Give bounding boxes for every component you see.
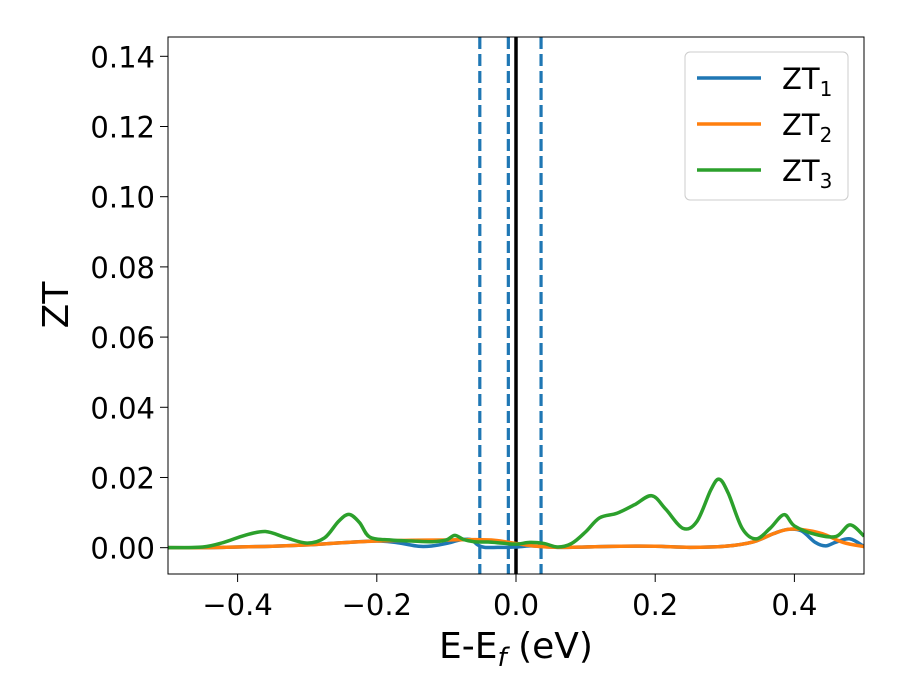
series-line-zt3 (168, 477, 864, 550)
x-axis-label-unit: (eV) (518, 626, 593, 667)
x-axis-label: E-Ef (eV) (439, 626, 593, 673)
y-tick-label: 0.08 (90, 251, 155, 285)
legend-label-zt3: ZT3 (782, 154, 832, 193)
x-axis: −0.4 −0.2 0.0 0.2 0.4 (202, 574, 817, 622)
reference-lines (478, 37, 543, 574)
y-tick-label: 0.06 (90, 321, 155, 355)
y-tick-label: 0.04 (90, 391, 155, 425)
x-tick-label: 0.4 (771, 588, 817, 622)
x-tick-label: −0.4 (202, 588, 272, 622)
legend: ZT1 ZT2 ZT3 (684, 51, 849, 201)
y-tick-label: 0.10 (90, 181, 155, 215)
x-axis-label-main: E-E (439, 626, 497, 667)
y-tick-label: 0.14 (90, 40, 155, 74)
y-tick-label: 0.02 (90, 461, 155, 495)
legend-frame (684, 51, 849, 201)
x-tick-label: 0.0 (493, 588, 539, 622)
y-axis: 0.00 0.02 0.04 0.06 0.08 0.10 0.12 0.14 (90, 40, 168, 566)
series-layer (168, 477, 864, 550)
x-tick-label: −0.2 (342, 588, 412, 622)
y-axis-label: ZT (36, 281, 77, 329)
y-tick-label: 0.00 (90, 532, 155, 566)
x-tick-label: 0.2 (632, 588, 678, 622)
legend-label-zt1: ZT1 (782, 62, 832, 101)
y-tick-label: 0.12 (90, 111, 155, 145)
legend-label-zt2: ZT2 (782, 108, 832, 147)
